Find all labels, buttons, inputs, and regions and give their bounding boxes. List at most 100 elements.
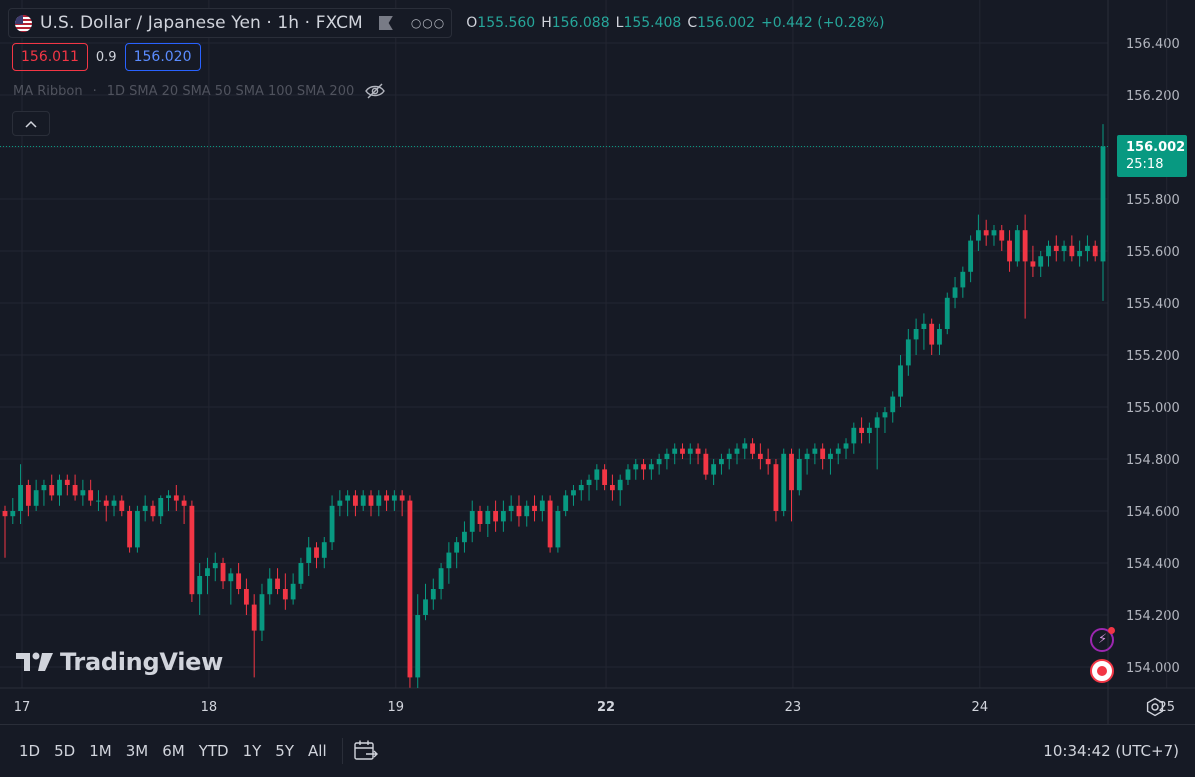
- candle-body: [1100, 146, 1106, 262]
- candle-body: [750, 443, 755, 454]
- candle-body: [968, 240, 974, 272]
- candle-body: [251, 604, 257, 631]
- y-tick-label: 154.200: [1126, 609, 1180, 624]
- candle-body: [469, 511, 475, 532]
- candle-body: [103, 500, 109, 506]
- y-tick-label: 154.000: [1126, 661, 1180, 676]
- open-value: 155.560: [477, 15, 536, 31]
- candle-body: [1038, 256, 1044, 267]
- candle-body: [430, 589, 436, 600]
- timeframe-1m-button[interactable]: 1M: [82, 738, 119, 764]
- more-options-icon[interactable]: ○○○: [410, 16, 446, 30]
- candle-body: [571, 490, 576, 496]
- candle-body: [493, 511, 499, 522]
- close-label: C: [687, 15, 698, 31]
- candle-body: [134, 511, 140, 548]
- candle-body: [181, 500, 187, 506]
- candle-body: [376, 495, 382, 506]
- candle-body: [80, 490, 86, 496]
- timeframe-5d-button[interactable]: 5D: [47, 738, 82, 764]
- candle-body: [500, 511, 506, 522]
- candle-body: [96, 500, 101, 502]
- low-label: L: [615, 15, 624, 31]
- buy-button[interactable]: 156.020: [124, 43, 201, 71]
- candle-body: [726, 453, 732, 459]
- candle-body: [648, 464, 654, 470]
- candle-body: [586, 479, 592, 485]
- candle-body: [88, 490, 94, 501]
- timeframe-6m-button[interactable]: 6M: [155, 738, 192, 764]
- x-tick-label: 19: [388, 700, 405, 715]
- candle-body: [1077, 251, 1083, 257]
- candle-body: [851, 427, 857, 444]
- indicator-legend[interactable]: MA Ribbon · 1D SMA 20 SMA 50 SMA 100 SMA…: [13, 83, 386, 99]
- high-label: H: [541, 15, 552, 31]
- candle-body: [345, 495, 351, 501]
- candle-body: [33, 490, 39, 506]
- candle-body: [625, 469, 631, 480]
- candle-body: [859, 427, 865, 433]
- candle-body: [1085, 245, 1090, 251]
- candle-body: [874, 417, 880, 428]
- sell-button[interactable]: 156.011: [12, 43, 88, 71]
- candle-body: [796, 459, 802, 491]
- candle-body: [228, 573, 234, 582]
- lightning-icon[interactable]: ⚡: [1090, 627, 1115, 652]
- candle-body: [10, 511, 16, 517]
- candle-body: [314, 547, 319, 558]
- settings-icon[interactable]: [1145, 697, 1165, 717]
- open-label: O: [466, 15, 478, 31]
- candle-body: [423, 599, 428, 615]
- price-chart[interactable]: 154.000 154.200 154.400 154.600 154.800 155.0…: [0, 0, 1195, 724]
- timeframe-5y-button[interactable]: 5Y: [268, 738, 301, 764]
- clock[interactable]: 10:34:42 (UTC+7): [1043, 742, 1179, 760]
- candle-body: [166, 495, 171, 498]
- candle-body: [563, 495, 569, 511]
- candle-body: [866, 427, 872, 433]
- candle-body: [391, 495, 397, 501]
- indicator-params: 1D SMA 20 SMA 50 SMA 100 SMA 200: [106, 83, 355, 99]
- timeframe-3m-button[interactable]: 3M: [119, 738, 156, 764]
- candle-body: [197, 576, 203, 595]
- candle-body: [353, 495, 358, 506]
- symbol-title[interactable]: U.S. Dollar / Japanese Yen · 1h · FXCM: [40, 13, 363, 33]
- candle-body: [765, 459, 771, 465]
- candle-body: [119, 500, 125, 511]
- candle-body: [399, 495, 405, 501]
- candle-body: [711, 464, 717, 475]
- timeframe-all-button[interactable]: All: [301, 738, 334, 764]
- candle-body: [329, 505, 335, 543]
- candle-body: [508, 505, 514, 511]
- candle-body: [189, 505, 195, 595]
- candle-body: [41, 485, 47, 491]
- candle-body: [890, 396, 896, 413]
- candle-body: [1069, 245, 1075, 257]
- candle-body: [609, 485, 615, 491]
- x-tick-label: 17: [14, 700, 31, 715]
- symbol-selector[interactable]: U.S. Dollar / Japanese Yen · 1h · FXCM ○…: [8, 8, 453, 38]
- calendar-icon[interactable]: [353, 739, 379, 763]
- toolbar-divider: [341, 738, 343, 764]
- candle-body: [532, 505, 537, 511]
- candle-body: [516, 505, 522, 517]
- last-price-value: 156.002: [1126, 140, 1186, 155]
- candle-body: [220, 563, 226, 582]
- candle-body: [275, 578, 280, 589]
- timeframe-1y-button[interactable]: 1Y: [236, 738, 269, 764]
- candle-body: [937, 329, 942, 345]
- candle-body: [524, 505, 530, 517]
- candle-body: [656, 459, 662, 465]
- eye-off-icon[interactable]: [364, 83, 386, 99]
- timeframe-ytd-button[interactable]: YTD: [192, 738, 236, 764]
- timeframe-1d-button[interactable]: 1D: [12, 738, 47, 764]
- candle-body: [960, 271, 966, 288]
- watchlist-flag-icon[interactable]: [378, 16, 393, 30]
- tradingview-logo[interactable]: TradingView: [16, 648, 223, 676]
- candle-body: [415, 615, 421, 678]
- ohlc-values: O155.560 H156.088 L155.408 C156.002 +0.4…: [466, 15, 884, 31]
- record-icon[interactable]: [1090, 659, 1114, 683]
- candle-body: [905, 339, 911, 366]
- candle-body: [1030, 261, 1036, 267]
- collapse-legend-button[interactable]: [12, 111, 50, 136]
- candle-body: [812, 448, 818, 454]
